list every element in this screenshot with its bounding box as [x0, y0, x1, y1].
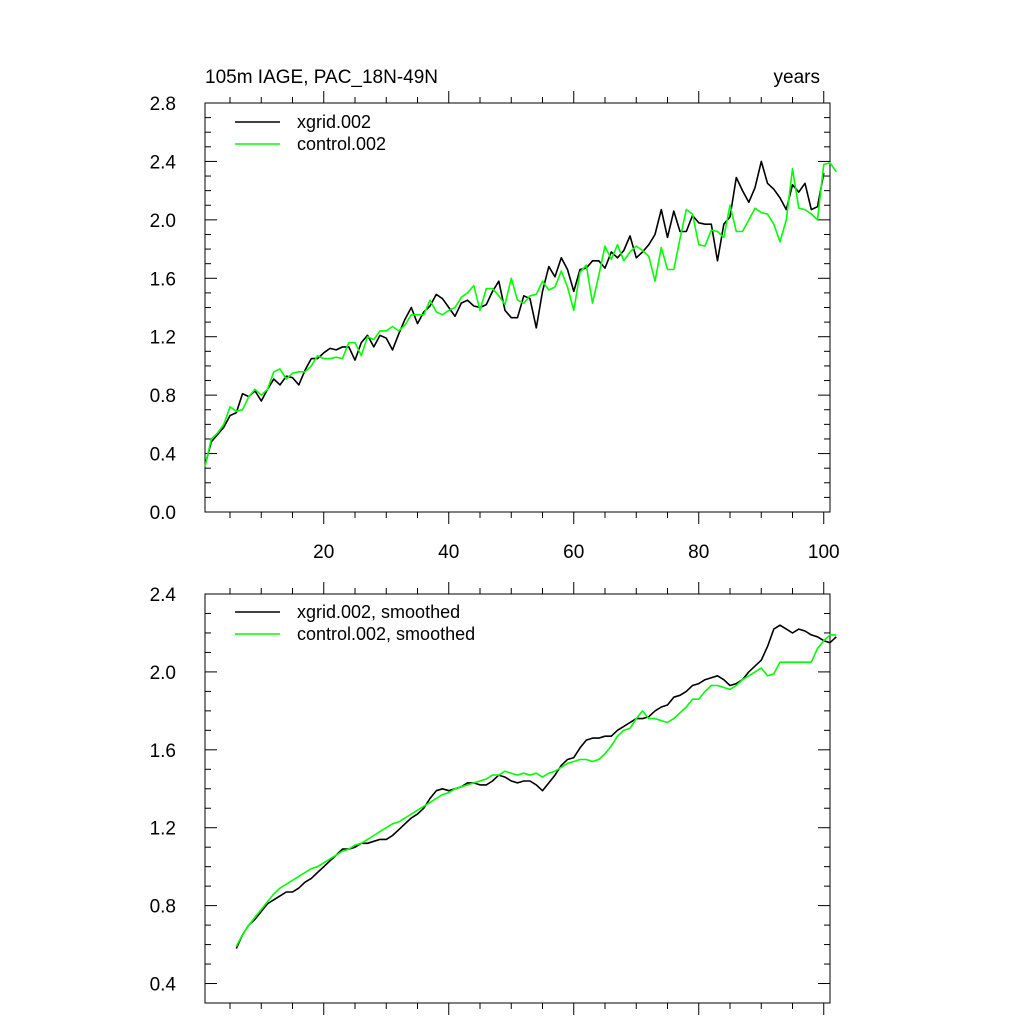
y-tick-label: 2.4 [150, 585, 177, 606]
y-tick-label: 2.4 [150, 152, 177, 173]
y-tick-label: 0.8 [150, 386, 176, 407]
x-tick-label: 80 [688, 542, 709, 563]
y-tick-label: 0.8 [150, 897, 176, 918]
legend-label: xgrid.002 [297, 112, 371, 132]
legend-label: control.002 [297, 134, 386, 154]
y-tick-label: 2.8 [150, 94, 176, 115]
x-tick-label: 40 [438, 542, 459, 563]
series-line-xgrid [235, 624, 837, 949]
series-line-control [235, 634, 837, 947]
y-tick-label: 1.2 [150, 819, 176, 840]
series-line-control [204, 162, 837, 467]
x-tick-label: 100 [808, 542, 840, 563]
series-line-xgrid [204, 160, 825, 466]
y-tick-label: 1.2 [150, 328, 176, 349]
bottom-panel: 0.4 0.8 1.2 1.6 2.0 2.4 xgrid.002, smoothedcon… [150, 582, 837, 1015]
chart-units-label: years [774, 67, 820, 88]
legend-label: xgrid.002, smoothed [297, 602, 460, 622]
y-tick-label: 1.6 [150, 269, 176, 290]
y-tick-label: 2.0 [150, 663, 176, 684]
y-tick-label: 0.4 [150, 445, 177, 466]
legend-label: control.002, smoothed [297, 624, 475, 644]
chart-title: 105m IAGE, PAC_18N-49N [205, 67, 438, 88]
plot-frame [204, 102, 831, 513]
x-tick-label: 60 [563, 542, 584, 563]
y-tick-label: 2.0 [150, 211, 176, 232]
top-panel: 105m IAGE, PAC_18N-49N years 0.0 0.4 0.8 1.… [150, 67, 840, 563]
x-tick-label: 20 [313, 542, 334, 563]
y-tick-label: 0.0 [150, 503, 176, 524]
y-tick-label: 1.6 [150, 741, 176, 762]
plot-frame [204, 593, 831, 1004]
y-tick-label: 0.4 [150, 975, 177, 996]
